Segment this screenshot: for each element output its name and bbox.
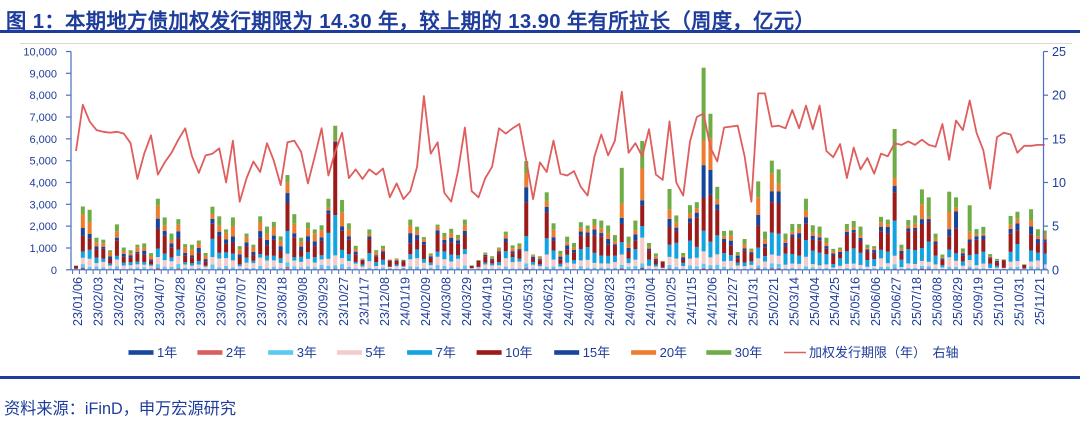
svg-text:5年: 5年 bbox=[365, 345, 385, 360]
svg-text:9,000: 9,000 bbox=[29, 68, 57, 80]
svg-text:25/04/04: 25/04/04 bbox=[808, 277, 822, 326]
svg-text:24/03/08: 24/03/08 bbox=[439, 277, 453, 326]
svg-text:10,000: 10,000 bbox=[23, 47, 57, 59]
svg-text:24/11/15: 24/11/15 bbox=[685, 277, 699, 325]
svg-text:25/06/27: 25/06/27 bbox=[890, 277, 904, 326]
svg-text:3,000: 3,000 bbox=[29, 199, 57, 211]
svg-text:25/11/21: 25/11/21 bbox=[1033, 277, 1047, 325]
svg-text:25/08/29: 25/08/29 bbox=[951, 277, 965, 326]
svg-text:23/06/16: 23/06/16 bbox=[214, 277, 228, 326]
svg-text:20年: 20年 bbox=[660, 345, 687, 360]
svg-text:25/10/31: 25/10/31 bbox=[1012, 277, 1026, 326]
svg-text:23/02/03: 23/02/03 bbox=[92, 277, 106, 326]
svg-text:25/08/08: 25/08/08 bbox=[931, 277, 945, 326]
svg-text:10: 10 bbox=[1052, 176, 1066, 190]
svg-text:23/05/26: 23/05/26 bbox=[194, 277, 208, 326]
svg-text:25/03/14: 25/03/14 bbox=[787, 277, 801, 326]
svg-text:2,000: 2,000 bbox=[29, 221, 57, 233]
svg-text:24/06/21: 24/06/21 bbox=[542, 277, 556, 326]
svg-text:25: 25 bbox=[1052, 45, 1066, 59]
svg-text:25/06/06: 25/06/06 bbox=[869, 277, 883, 326]
svg-text:24/01/19: 24/01/19 bbox=[399, 277, 413, 326]
svg-text:23/10/27: 23/10/27 bbox=[337, 277, 351, 326]
svg-text:2年: 2年 bbox=[226, 345, 246, 360]
svg-text:8,000: 8,000 bbox=[29, 90, 57, 102]
svg-text:25/10/10: 25/10/10 bbox=[992, 277, 1006, 326]
svg-text:25/01/31: 25/01/31 bbox=[746, 277, 760, 326]
svg-text:1年: 1年 bbox=[157, 345, 177, 360]
svg-text:7,000: 7,000 bbox=[29, 112, 57, 124]
svg-text:23/12/08: 23/12/08 bbox=[378, 277, 392, 326]
svg-text:24/05/10: 24/05/10 bbox=[501, 277, 515, 326]
svg-text:6,000: 6,000 bbox=[29, 134, 57, 146]
svg-text:30年: 30年 bbox=[735, 345, 762, 360]
svg-text:1,000: 1,000 bbox=[29, 243, 57, 255]
svg-text:23/07/07: 23/07/07 bbox=[235, 277, 249, 326]
svg-text:4,000: 4,000 bbox=[29, 178, 57, 190]
svg-text:24/05/31: 24/05/31 bbox=[521, 277, 535, 326]
svg-text:25/09/19: 25/09/19 bbox=[972, 277, 986, 326]
svg-text:24/09/13: 24/09/13 bbox=[624, 277, 638, 326]
svg-text:25/04/25: 25/04/25 bbox=[828, 277, 842, 326]
svg-text:23/07/28: 23/07/28 bbox=[255, 277, 269, 326]
svg-text:24/08/23: 24/08/23 bbox=[603, 277, 617, 326]
svg-text:23/09/08: 23/09/08 bbox=[296, 277, 310, 326]
svg-text:24/04/19: 24/04/19 bbox=[480, 277, 494, 326]
svg-text:24/07/12: 24/07/12 bbox=[562, 277, 576, 326]
svg-text:23/03/17: 23/03/17 bbox=[132, 277, 146, 326]
svg-text:24/10/04: 24/10/04 bbox=[644, 277, 658, 326]
svg-text:24/03/29: 24/03/29 bbox=[460, 277, 474, 326]
svg-text:23/01/06: 23/01/06 bbox=[71, 277, 85, 326]
svg-text:23/04/28: 23/04/28 bbox=[173, 277, 187, 326]
svg-text:23/11/17: 23/11/17 bbox=[358, 277, 372, 325]
svg-text:23/09/29: 23/09/29 bbox=[317, 277, 331, 326]
svg-text:24/12/06: 24/12/06 bbox=[705, 277, 719, 326]
svg-text:24/02/09: 24/02/09 bbox=[419, 277, 433, 326]
svg-text:15年: 15年 bbox=[583, 345, 610, 360]
svg-text:15: 15 bbox=[1052, 132, 1066, 146]
svg-text:24/10/25: 24/10/25 bbox=[665, 277, 679, 326]
svg-text:5,000: 5,000 bbox=[29, 156, 57, 168]
svg-text:25/02/21: 25/02/21 bbox=[767, 277, 781, 326]
svg-text:24/08/02: 24/08/02 bbox=[583, 277, 597, 326]
svg-text:10年: 10年 bbox=[505, 345, 532, 360]
svg-text:加权发行期限（年） 右轴: 加权发行期限（年） 右轴 bbox=[809, 345, 959, 360]
svg-text:0: 0 bbox=[51, 265, 57, 277]
svg-text:23/02/24: 23/02/24 bbox=[112, 277, 126, 326]
svg-text:20: 20 bbox=[1052, 89, 1066, 103]
svg-text:23/04/07: 23/04/07 bbox=[153, 277, 167, 326]
svg-text:0: 0 bbox=[1052, 263, 1059, 277]
svg-text:25/07/18: 25/07/18 bbox=[910, 277, 924, 326]
svg-text:5: 5 bbox=[1052, 220, 1059, 234]
svg-text:23/08/18: 23/08/18 bbox=[276, 277, 290, 326]
svg-text:7年: 7年 bbox=[436, 345, 456, 360]
svg-text:3年: 3年 bbox=[297, 345, 317, 360]
svg-text:25/05/16: 25/05/16 bbox=[849, 277, 863, 326]
svg-text:24/12/27: 24/12/27 bbox=[726, 277, 740, 326]
